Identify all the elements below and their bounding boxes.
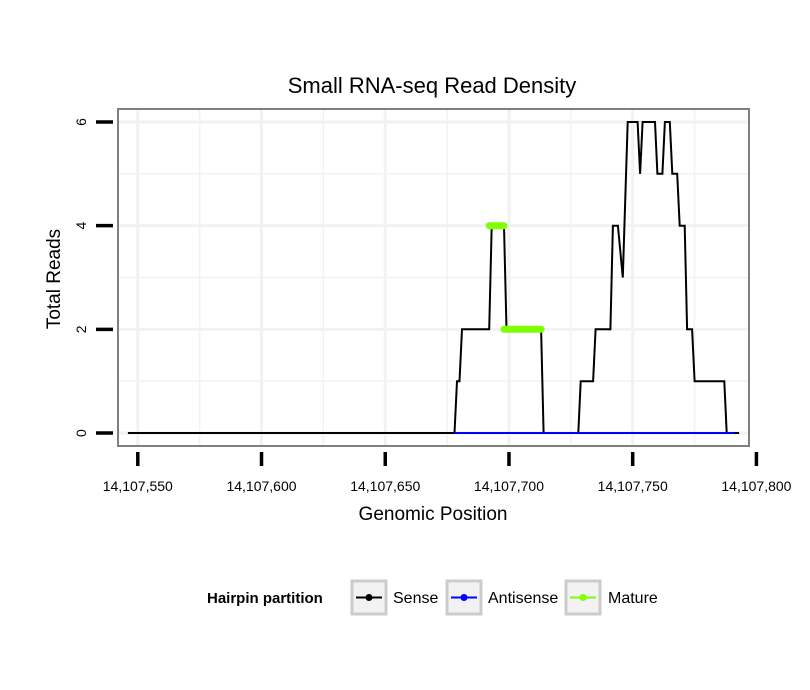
series-layer bbox=[127, 121, 740, 434]
legend-key-point bbox=[365, 594, 373, 601]
x-tick-label: 14,107,800 bbox=[721, 478, 791, 494]
legend-item-antisense: Antisense bbox=[445, 579, 558, 616]
legend-item-sense: Sense bbox=[350, 579, 438, 616]
y-axis-title: Total Reads bbox=[44, 229, 65, 329]
legend-title: Hairpin partition bbox=[207, 590, 323, 607]
grid-layer bbox=[118, 109, 749, 446]
plot-panel-border bbox=[117, 108, 750, 447]
x-tick-label: 14,107,600 bbox=[226, 478, 296, 494]
chart-title: Small RNA-seq Read Density bbox=[288, 73, 577, 98]
legend-key-point bbox=[460, 594, 468, 601]
x-tick-label: 14,107,700 bbox=[474, 478, 544, 494]
y-tick-label: 6 bbox=[73, 118, 89, 126]
legend-label-sense: Sense bbox=[393, 590, 438, 607]
x-axis: 14,107,550 14,107,600 14,107,650 14,107,700… bbox=[103, 452, 792, 494]
y-axis: 0 2 4 6 bbox=[73, 118, 113, 437]
y-tick-label: 0 bbox=[73, 429, 89, 437]
legend-label-antisense: Antisense bbox=[488, 590, 558, 607]
x-axis-title: Genomic Position bbox=[359, 504, 508, 525]
legend-item-mature: Mature bbox=[564, 579, 658, 616]
legend-key-point bbox=[579, 594, 587, 601]
legend: Hairpin partition Sense Antisense Mature bbox=[207, 579, 658, 616]
x-tick-label: 14,107,650 bbox=[350, 478, 420, 494]
x-tick-label: 14,107,750 bbox=[598, 478, 668, 494]
y-tick-label: 4 bbox=[73, 222, 89, 230]
legend-label-mature: Mature bbox=[608, 590, 658, 607]
x-tick-label: 14,107,550 bbox=[103, 478, 173, 494]
y-tick-label: 2 bbox=[73, 325, 89, 333]
